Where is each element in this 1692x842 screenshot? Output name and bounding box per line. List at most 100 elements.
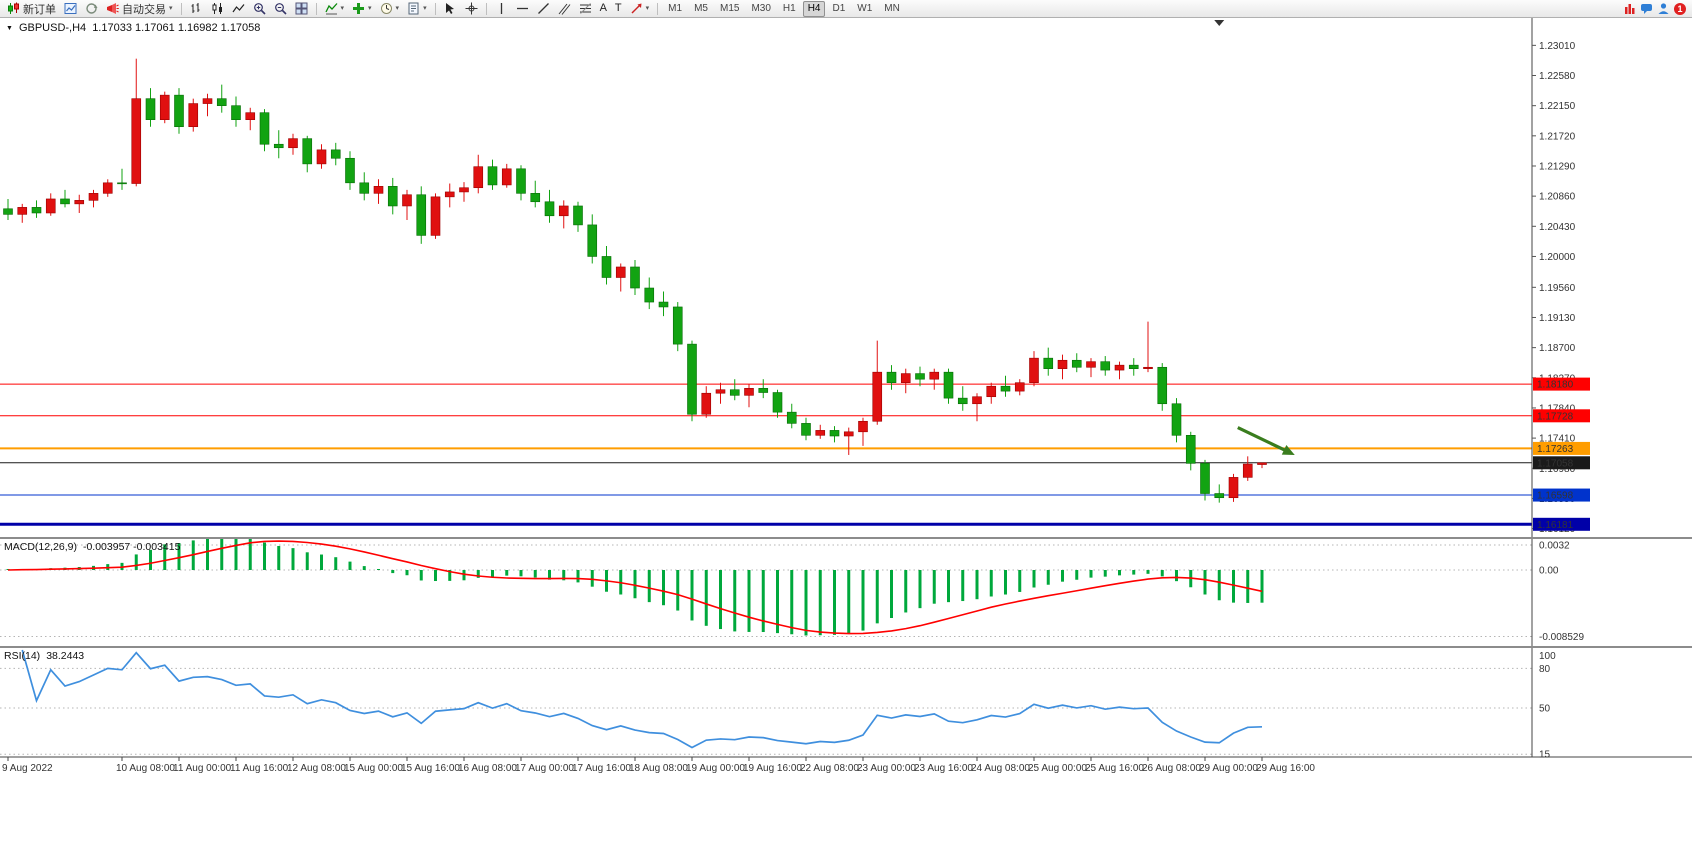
svg-text:1.21290: 1.21290 [1539, 161, 1576, 172]
indicators-icon [324, 3, 337, 15]
svg-text:1.17058: 1.17058 [1537, 458, 1574, 469]
macd-panel: 0.0032 0.00 -0.008529 [0, 539, 1584, 643]
channel-tool-button[interactable] [555, 1, 574, 16]
community-blue-icon[interactable] [1657, 2, 1670, 15]
tf-button-m30[interactable]: M30 [751, 2, 771, 14]
svg-text:1.23010: 1.23010 [1539, 41, 1576, 52]
toolbar-separator [315, 2, 317, 15]
chat-blue-icon[interactable] [1640, 2, 1653, 15]
price-line-tag: 1.16598 [1533, 488, 1590, 502]
svg-text:25 Aug 16:00: 25 Aug 16:00 [1085, 763, 1144, 774]
svg-text:1.17840: 1.17840 [1539, 403, 1576, 414]
toolbar-separator [657, 2, 659, 15]
price-chart-canvas[interactable]: 1.23010 1.22580 1.22150 1.21720 1.21290 1.208… [0, 18, 1692, 842]
svg-text:1.22150: 1.22150 [1539, 101, 1576, 112]
tf-button-m1[interactable]: M1 [668, 2, 683, 14]
new-order-button[interactable]: 新订单 [4, 0, 59, 18]
svg-text:1.22580: 1.22580 [1539, 71, 1576, 82]
periods-button[interactable]: ▾ [377, 1, 403, 16]
svg-text:50: 50 [1539, 704, 1551, 715]
notification-badge[interactable]: 1 [1674, 2, 1686, 15]
tf-button-h1[interactable]: H1 [782, 2, 796, 14]
tile-windows-button[interactable] [292, 1, 311, 16]
macd-label: MACD(12,26,9) [4, 541, 77, 553]
trendline-tool-button[interactable] [534, 1, 553, 16]
svg-text:19 Aug 00:00: 19 Aug 00:00 [686, 763, 745, 774]
price-line-tag: 1.17728 [1533, 409, 1590, 423]
arrow-object-icon [631, 3, 642, 14]
cursor-tool-button[interactable] [441, 1, 460, 16]
svg-text:24 Aug 08:00: 24 Aug 08:00 [971, 763, 1030, 774]
clock-icon [380, 3, 392, 14]
line-chart-mode-button[interactable] [229, 1, 248, 16]
macd-signal-line [7, 540, 1263, 635]
trend-arrow-annotation[interactable] [1237, 426, 1295, 455]
autotrading-button[interactable]: 自动交易 ▾ [103, 0, 176, 18]
label-tool-button[interactable]: T [612, 2, 625, 15]
text-tool-button[interactable]: A [597, 2, 610, 15]
svg-text:15: 15 [1539, 750, 1551, 761]
autotrading-megaphone-icon [107, 3, 119, 14]
chart-window-icon [64, 3, 77, 14]
add-object-button[interactable]: ▾ [349, 1, 375, 16]
one-click-trading-arrow[interactable]: ▼ [6, 24, 13, 32]
fibonacci-tool-button[interactable] [576, 1, 595, 16]
line-chart-icon [232, 4, 244, 13]
tf-button-mn[interactable]: MN [884, 2, 900, 14]
candlestick-mode-button[interactable] [208, 1, 227, 16]
svg-text:17 Aug 00:00: 17 Aug 00:00 [515, 763, 574, 774]
tf-button-d1[interactable]: D1 [832, 2, 846, 14]
toolbar-separator [485, 2, 487, 15]
label-tool-icon: T [614, 2, 622, 14]
refresh-button[interactable] [82, 1, 101, 16]
templates-button[interactable]: ▾ [404, 1, 430, 16]
bar-chart-mode-button[interactable] [187, 1, 206, 16]
tf-button-m5[interactable]: M5 [694, 2, 708, 14]
svg-text:10 Aug 08:00: 10 Aug 08:00 [116, 763, 175, 774]
svg-text:1.17728: 1.17728 [1537, 411, 1574, 422]
svg-text:1.19560: 1.19560 [1539, 283, 1576, 294]
mini-chart-red-icon[interactable] [1623, 2, 1636, 15]
svg-text:1.18180: 1.18180 [1537, 380, 1574, 391]
chevron-down-icon: ▾ [395, 5, 400, 12]
svg-text:15 Aug 16:00: 15 Aug 16:00 [401, 763, 460, 774]
zoom-in-button[interactable] [250, 1, 269, 16]
vertical-line-tool-button[interactable] [492, 1, 511, 16]
macd-indicator-label-row: MACD(12,26,9) -0.003957 -0.003415 [4, 541, 180, 553]
fibonacci-icon [579, 3, 591, 14]
refresh-icon [86, 3, 98, 14]
tf-button-h4[interactable]: H4 [802, 0, 826, 17]
crosshair-tool-button[interactable] [462, 1, 481, 16]
svg-text:23 Aug 00:00: 23 Aug 00:00 [857, 763, 916, 774]
tf-button-m15[interactable]: M15 [719, 2, 740, 14]
tf-button-w1[interactable]: W1 [857, 2, 873, 14]
svg-text:1.20430: 1.20430 [1539, 222, 1576, 233]
templates-icon [408, 2, 419, 15]
vertical-line-icon [500, 3, 502, 14]
horizontal-line-tool-button[interactable] [513, 1, 532, 16]
chevron-down-icon: ▾ [169, 5, 173, 12]
svg-text:-0.008529: -0.008529 [1539, 632, 1584, 643]
svg-text:80: 80 [1539, 664, 1551, 675]
open-chart-button[interactable] [61, 1, 80, 16]
svg-text:19 Aug 16:00: 19 Aug 16:00 [743, 763, 802, 774]
chevron-down-icon: ▾ [423, 5, 427, 12]
svg-text:22 Aug 08:00: 22 Aug 08:00 [800, 763, 859, 774]
svg-text:9 Aug 2022: 9 Aug 2022 [2, 763, 53, 774]
rsi-value: 38.2443 [46, 650, 85, 662]
price-line-tag: 1.18180 [1533, 377, 1590, 391]
chart-shift-marker[interactable] [1214, 20, 1225, 26]
price-line-tag: 1.17263 [1533, 441, 1590, 455]
symbol-timeframe-label: GBPUSD-,H4 [18, 22, 87, 34]
horizontal-line-icon [516, 7, 528, 10]
autotrading-label: 自动交易 [122, 3, 166, 16]
svg-text:1.18700: 1.18700 [1539, 343, 1576, 354]
rsi-label: RSI(14) [4, 650, 41, 662]
zoom-out-button[interactable] [271, 1, 290, 16]
indicators-button[interactable]: ▾ [322, 1, 348, 16]
arrow-objects-button[interactable]: ▾ [627, 1, 653, 16]
svg-text:25 Aug 00:00: 25 Aug 00:00 [1028, 763, 1087, 774]
crosshair-icon [465, 2, 478, 15]
